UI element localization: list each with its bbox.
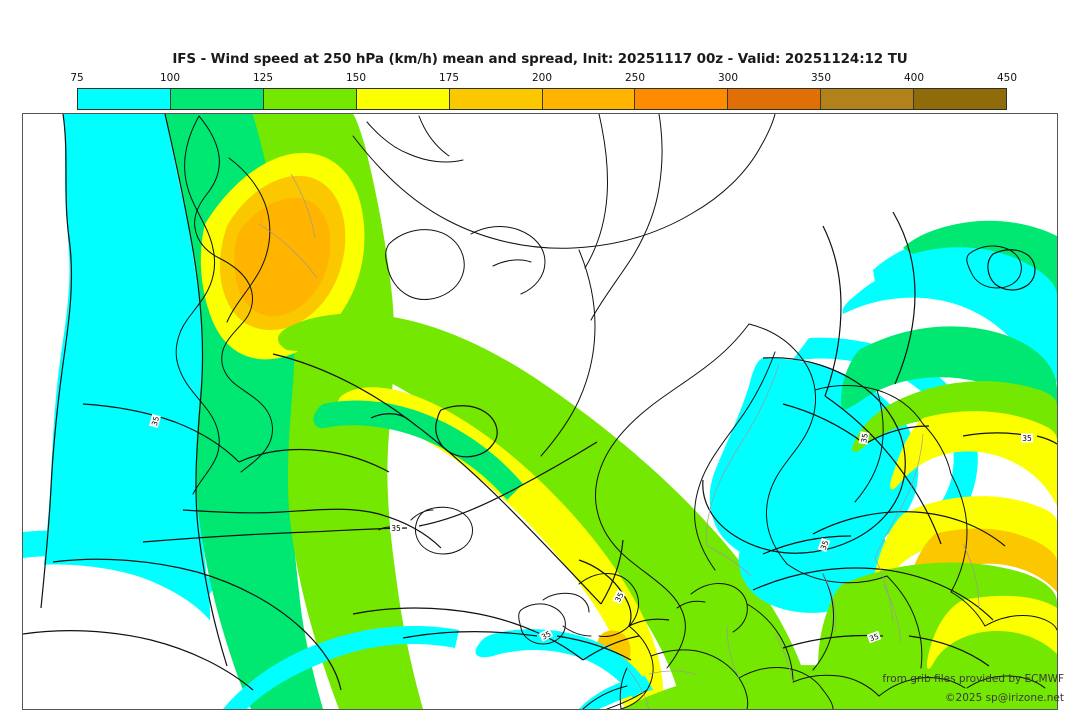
svg-text:35: 35 <box>1022 434 1032 443</box>
colorbar-tick-450: 450 <box>996 72 1018 84</box>
colorbar-tick-150: 150 <box>345 72 367 84</box>
spread-contour-lines <box>23 114 1057 691</box>
filled-contour-bands <box>23 114 1057 709</box>
contour-value-labels: 35 35 35 35 35 35 35 35 <box>149 414 1033 644</box>
colorbar-tick-125: 125 <box>252 72 274 84</box>
colorbar-tick-100: 100 <box>159 72 181 84</box>
copyright-credit: ©2025 sp@irizone.net <box>945 692 1064 704</box>
colorbar-segments <box>77 88 1007 110</box>
svg-text:35: 35 <box>819 539 831 551</box>
svg-text:35: 35 <box>613 591 626 604</box>
country-borders <box>258 173 980 709</box>
colorbar-segment-0 <box>78 89 171 109</box>
colorbar-tick-400: 400 <box>903 72 925 84</box>
contour-label-6: 35 <box>858 431 870 445</box>
svg-text:35: 35 <box>391 524 401 533</box>
colorbar-segment-7 <box>728 89 822 109</box>
svg-text:35: 35 <box>868 632 880 644</box>
contour-label-5: 35 <box>817 537 831 553</box>
colorbar-segment-5 <box>542 89 636 109</box>
colorbar-tick-250: 250 <box>624 72 646 84</box>
page-title: IFS - Wind speed at 250 hPa (km/h) mean … <box>172 51 908 67</box>
colorbar-segment-1 <box>170 89 264 109</box>
colorbar-tick-175: 175 <box>438 72 460 84</box>
colorbar-ticks: 75 100 125 150 175 200 250 300 350 400 450 <box>70 72 1017 86</box>
colorbar-segment-4 <box>449 89 543 109</box>
coastlines <box>175 114 1057 709</box>
contour-label-0: 35 <box>149 414 161 428</box>
contour-label-7: 35 <box>1021 433 1033 443</box>
contour-label-4: 35 <box>866 630 882 644</box>
colorbar-segment-6 <box>635 89 729 109</box>
svg-text:35: 35 <box>540 629 553 642</box>
colorbar-tick-350: 350 <box>810 72 832 84</box>
colorbar-segment-3 <box>356 89 450 109</box>
svg-text:35: 35 <box>150 415 161 427</box>
contour-label-2: 35 <box>538 628 554 642</box>
map-canvas[interactable]: 35 35 35 35 35 35 35 35 <box>22 113 1058 710</box>
colorbar-tick-200: 200 <box>531 72 553 84</box>
colorbar-tick-300: 300 <box>717 72 739 84</box>
colorbar: 75 100 125 150 175 200 250 300 350 400 450 <box>70 72 1017 110</box>
contour-label-1: 35 <box>390 523 402 533</box>
data-source-credit: from grib files provided by ECMWF <box>882 673 1064 685</box>
colorbar-segment-2 <box>263 89 357 109</box>
colorbar-segment-9 <box>914 89 1007 109</box>
svg-text:35: 35 <box>859 432 870 443</box>
colorbar-tick-75: 75 <box>70 72 84 84</box>
contour-label-3: 35 <box>612 589 626 605</box>
colorbar-segment-8 <box>821 89 915 109</box>
